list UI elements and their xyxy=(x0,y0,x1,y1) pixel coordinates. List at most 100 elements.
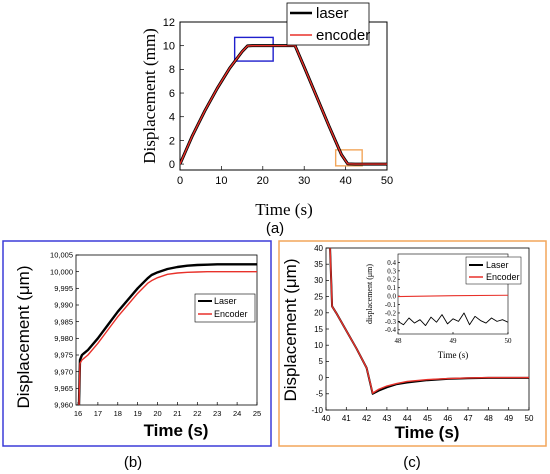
panel-b: 16 17 18 19 20 21 22 23 24 25 9,960 9,965 9,970 9,975… xyxy=(2,240,272,471)
panel-c-y-tick-label: 10 xyxy=(314,341,323,350)
panel-b-legend-label-encoder: Encoder xyxy=(214,309,248,319)
panel-c-x-axis-label: Time (s) xyxy=(395,423,460,442)
panel-b-x-tick-label: 17 xyxy=(94,409,102,418)
panel-c-inset-legend-box xyxy=(465,256,522,285)
panel-c-y-tick-label: 25 xyxy=(314,292,323,301)
panel-b-y-tick-label: 9,985 xyxy=(54,317,73,326)
panel-c-inset-y-axis-label: displacement (μm) xyxy=(365,264,374,324)
panel-c-y-tick-label: 0 xyxy=(319,373,324,382)
panel-c-y-tick-label: 40 xyxy=(314,244,323,253)
panel-a-plot-frame xyxy=(179,21,388,171)
panel-a: 0 10 20 30 40 50 0 2 4 6 8 10 12 Time (s) Displaceme… xyxy=(140,2,393,237)
panel-c-inset-series-encoder xyxy=(398,294,508,298)
panel-c-x-tick-label: 40 xyxy=(322,414,331,423)
panel-b-series-laser xyxy=(77,263,257,405)
panel-a-zoom-box-blue xyxy=(233,36,274,62)
panel-c-inset-y-tick-label: 0.4 xyxy=(387,259,396,267)
panel-a-x-tick-label: 30 xyxy=(298,175,310,187)
panel-b-x-axis-label: Time (s) xyxy=(144,421,209,440)
panel-c-inset-y-tick-label: 0.0 xyxy=(387,293,396,301)
panel-a-y-tick-label: 12 xyxy=(163,17,175,29)
panel-b-x-tick-label: 18 xyxy=(114,409,122,418)
panel-a-zoom-box-orange xyxy=(334,149,363,167)
panel-c: 40 41 42 43 44 45 46 47 48 49 50 -10 -5 0 5 10 15 20 25 30 3… xyxy=(278,240,547,471)
panel-a-legend: laser encoder xyxy=(286,2,370,46)
panel-c-y-tick-label: 30 xyxy=(314,276,323,285)
panel-c-x-tick-label: 44 xyxy=(403,414,412,423)
panel-b-x-tick-label: 23 xyxy=(213,409,221,418)
panel-a-x-tick-label: 20 xyxy=(257,175,269,187)
panel-c-inset-x-axis-label: Time (s) xyxy=(438,350,468,360)
panel-b-y-tick-label: 9,995 xyxy=(54,284,73,293)
panel-a-y-axis-label: Displacement (mm) xyxy=(140,28,159,164)
panel-a-y-tick-label: 6 xyxy=(169,88,175,100)
panel-c-inset-legend-label-laser: Laser xyxy=(486,260,509,270)
panel-b-y-tick-label: 9,990 xyxy=(54,301,73,310)
panel-b-y-tick-label: 9,970 xyxy=(54,367,73,376)
panel-a-series-laser xyxy=(180,44,387,166)
panel-c-inset-x-tick-label: 48 xyxy=(395,337,403,345)
panel-c-y-tick-label: -10 xyxy=(311,406,323,415)
panel-a-y-tick-label: 10 xyxy=(163,41,175,53)
panel-b-x-tick-label: 19 xyxy=(133,409,141,418)
panel-c-y-axis-label: Displacement (μm) xyxy=(281,259,300,402)
panel-b-y-tick-label: 9,960 xyxy=(54,401,73,410)
panel-c-inset-legend: Laser Encoder xyxy=(465,256,522,285)
panel-b-y-tick-label: 9,980 xyxy=(54,334,73,343)
panel-a-y-tick-label: 0 xyxy=(169,159,175,171)
panel-c-y-tick-label: -5 xyxy=(316,390,324,399)
panel-c-inset-legend-label-encoder: Encoder xyxy=(486,272,520,282)
panel-b-x-tick-label: 25 xyxy=(253,409,261,418)
panel-c-x-tick-label: 45 xyxy=(423,414,432,423)
panel-b-label: (b) xyxy=(124,454,142,471)
panel-a-legend-label-encoder: encoder xyxy=(316,27,370,44)
panel-b-y-tick-label: 10,000 xyxy=(50,267,73,276)
panel-c-y-tick-label: 5 xyxy=(319,357,324,366)
panel-b-x-tick-label: 20 xyxy=(153,409,161,418)
panel-b-y-tick-label: 9,975 xyxy=(54,351,73,360)
panel-c-outer-frame xyxy=(278,240,547,447)
panel-a-legend-label-laser: laser xyxy=(316,5,349,22)
panel-c-inset-y-tick-label: 0.1 xyxy=(387,284,396,292)
panel-c-inset-y-tick-label: -0.2 xyxy=(385,309,397,317)
panel-a-y-tick-label: 4 xyxy=(169,112,175,124)
panel-c-series-encoder xyxy=(329,248,529,394)
panel-b-legend-label-laser: Laser xyxy=(214,296,237,306)
panel-a-label: (a) xyxy=(266,220,284,237)
panel-c-x-tick-label: 42 xyxy=(362,414,371,423)
panel-c-inset: 48 49 50 -0.4-0.3-0.2-0.10.00.10.20.30.4 Ti… xyxy=(365,250,526,360)
panel-c-label: (c) xyxy=(403,454,421,471)
panel-b-series-encoder xyxy=(78,270,257,405)
panel-b-x-tick-label: 24 xyxy=(233,409,241,418)
panel-b-y-tick-label: 10,005 xyxy=(50,251,73,260)
panel-c-inset-y-tick-label: -0.3 xyxy=(385,318,397,326)
panel-c-inset-y-tick-label: 0.3 xyxy=(387,267,396,275)
panel-a-x-tick-label: 40 xyxy=(339,175,351,187)
panel-b-x-tick-label: 22 xyxy=(193,409,201,418)
panel-c-x-tick-label: 49 xyxy=(504,414,513,423)
panel-a-y-tick-label: 8 xyxy=(169,64,175,76)
panel-a-series-encoder xyxy=(180,44,387,165)
panel-a-legend-box xyxy=(286,2,370,46)
panel-c-inset-y-tick-label: 0.2 xyxy=(387,276,396,284)
panel-b-y-axis-label: Displacement (μm) xyxy=(14,266,33,409)
panel-c-x-tick-label: 41 xyxy=(342,414,351,423)
panel-c-y-tick-label: 35 xyxy=(314,260,323,269)
panel-b-x-tick-label: 16 xyxy=(74,409,82,418)
panel-c-x-tick-label: 50 xyxy=(525,414,534,423)
panel-c-inset-y-tick-label: -0.1 xyxy=(385,301,397,309)
panel-b-y-tick-label: 9,965 xyxy=(54,384,73,393)
panel-a-x-tick-label: 10 xyxy=(215,175,227,187)
panel-c-x-tick-label: 46 xyxy=(443,414,452,423)
panel-c-x-tick-label: 43 xyxy=(382,414,391,423)
panel-b-legend-box xyxy=(194,293,256,323)
panel-c-inset-x-tick-label: 49 xyxy=(450,337,458,345)
panel-b-x-tick-label: 21 xyxy=(173,409,181,418)
panel-c-inset-series-laser xyxy=(398,312,508,327)
panel-a-x-axis-label: Time (s) xyxy=(255,200,312,219)
panel-c-y-tick-label: 15 xyxy=(314,325,323,334)
panel-a-x-tick-label: 50 xyxy=(381,175,393,187)
panel-b-plot-frame xyxy=(75,254,258,406)
panel-c-inset-x-tick-label: 50 xyxy=(505,337,513,345)
